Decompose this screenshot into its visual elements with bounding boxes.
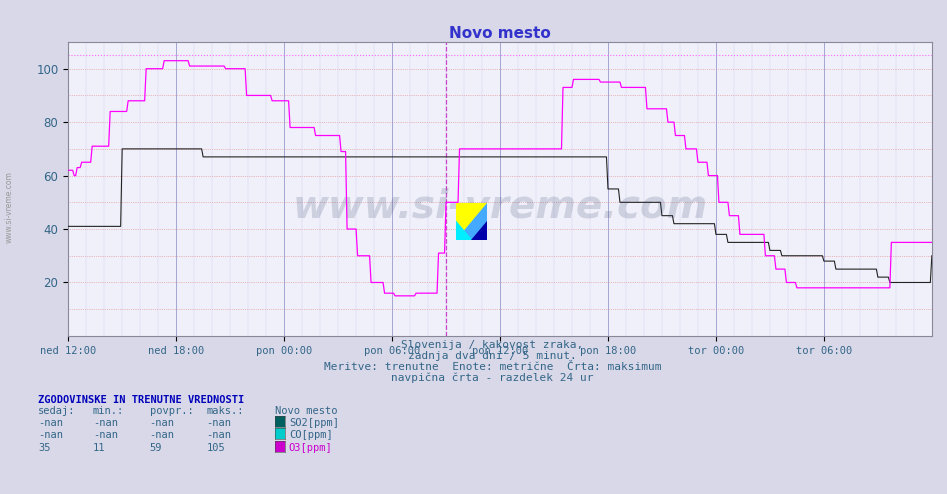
- Text: maks.:: maks.:: [206, 406, 244, 416]
- Text: 105: 105: [206, 443, 225, 453]
- Text: SO2[ppm]: SO2[ppm]: [289, 418, 339, 428]
- Text: povpr.:: povpr.:: [150, 406, 193, 416]
- Polygon shape: [456, 221, 472, 240]
- Text: 35: 35: [38, 443, 50, 453]
- Text: -nan: -nan: [150, 430, 174, 440]
- Text: 59: 59: [150, 443, 162, 453]
- Text: Novo mesto: Novo mesto: [275, 406, 337, 416]
- Text: -nan: -nan: [206, 418, 231, 428]
- Text: zadnja dva dni / 5 minut.: zadnja dva dni / 5 minut.: [408, 351, 577, 361]
- Text: navpična črta - razdelek 24 ur: navpična črta - razdelek 24 ur: [391, 372, 594, 383]
- Text: -nan: -nan: [93, 430, 117, 440]
- Text: 11: 11: [93, 443, 105, 453]
- Text: -nan: -nan: [38, 430, 63, 440]
- Text: -nan: -nan: [38, 418, 63, 428]
- Text: ZGODOVINSKE IN TRENUTNE VREDNOSTI: ZGODOVINSKE IN TRENUTNE VREDNOSTI: [38, 395, 244, 405]
- Text: www.si-vreme.com: www.si-vreme.com: [293, 188, 707, 226]
- Text: CO[ppm]: CO[ppm]: [289, 430, 332, 440]
- Text: -nan: -nan: [206, 430, 231, 440]
- Text: -nan: -nan: [150, 418, 174, 428]
- Text: Meritve: trenutne  Enote: metrične  Črta: maksimum: Meritve: trenutne Enote: metrične Črta: …: [324, 362, 661, 372]
- Polygon shape: [472, 221, 487, 240]
- Title: Novo mesto: Novo mesto: [449, 26, 551, 41]
- Text: sedaj:: sedaj:: [38, 406, 76, 416]
- Text: Slovenija / kakovost zraka,: Slovenija / kakovost zraka,: [402, 340, 583, 350]
- Polygon shape: [456, 203, 487, 240]
- Text: www.si-vreme.com: www.si-vreme.com: [5, 171, 14, 244]
- Text: min.:: min.:: [93, 406, 124, 416]
- Text: O3[ppm]: O3[ppm]: [289, 443, 332, 453]
- Text: -nan: -nan: [93, 418, 117, 428]
- Polygon shape: [456, 203, 487, 240]
